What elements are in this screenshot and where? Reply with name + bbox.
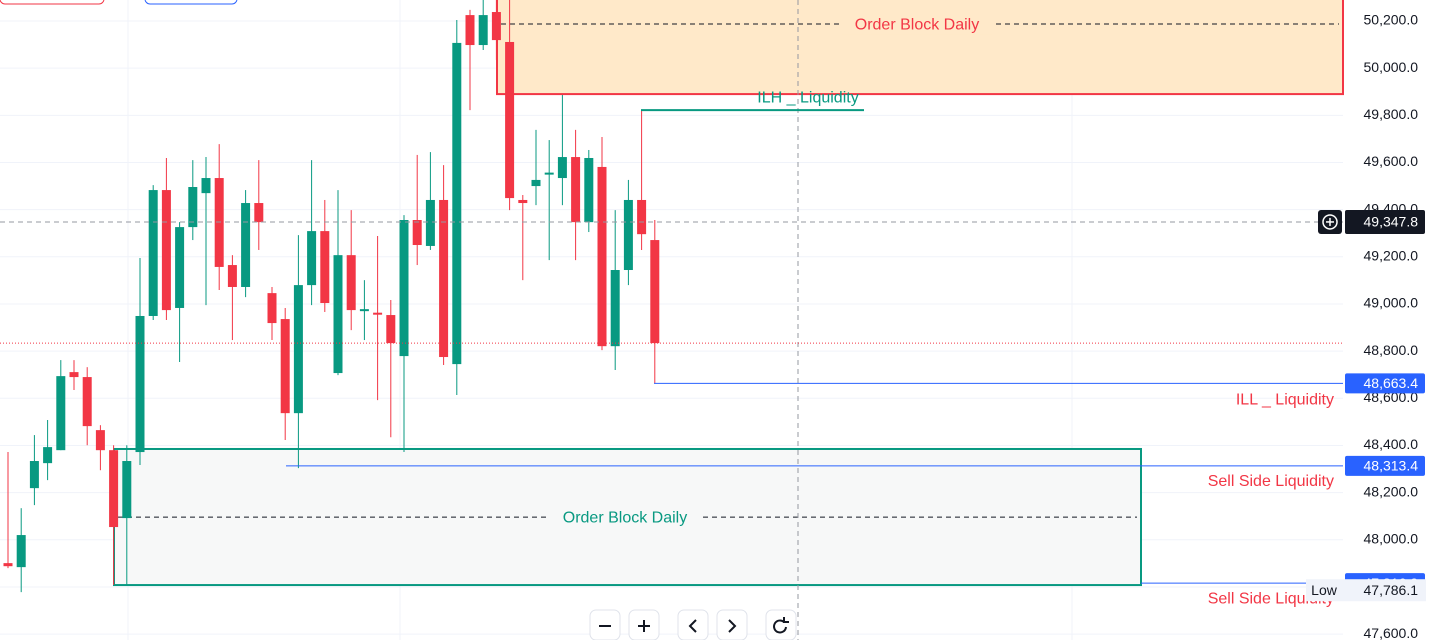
low-badge-bg bbox=[1306, 579, 1426, 602]
reset-button[interactable] bbox=[765, 609, 797, 640]
zones: Order Block Daily Order Block Daily bbox=[113, 0, 1344, 587]
candle-body bbox=[412, 220, 422, 246]
candle-body bbox=[518, 199, 528, 204]
candle-body bbox=[465, 15, 475, 46]
candle-body bbox=[82, 377, 92, 427]
liquidity-label: Sell Side Liquidity bbox=[1208, 590, 1334, 607]
candle-body bbox=[373, 312, 383, 315]
candle-body bbox=[491, 12, 501, 41]
candle-body bbox=[148, 190, 158, 316]
axis-background bbox=[1344, 0, 1440, 640]
candle-body bbox=[320, 231, 330, 304]
toolbar bbox=[589, 609, 797, 640]
zoom-in-button[interactable] bbox=[628, 609, 660, 640]
crosshair-badge bbox=[1345, 209, 1425, 234]
liquidity-label: Sell Side Liquidity bbox=[1208, 473, 1334, 490]
candles bbox=[3, 0, 660, 593]
liquidity-label: ILH _ Liquidity bbox=[757, 89, 858, 106]
candle-body bbox=[3, 563, 13, 567]
y-tick-label: 49,800.0 bbox=[1364, 106, 1419, 122]
candle-body bbox=[584, 157, 594, 223]
candle-body bbox=[109, 450, 119, 528]
candle-body bbox=[280, 319, 290, 414]
add-alert-icon bbox=[1322, 214, 1338, 230]
scroll-right-button[interactable] bbox=[716, 609, 748, 640]
y-tick-label: 50,000.0 bbox=[1364, 59, 1419, 75]
candle-body bbox=[16, 535, 26, 568]
candle-body bbox=[478, 15, 488, 46]
candle-body bbox=[241, 203, 251, 287]
zone-label-bg bbox=[550, 507, 700, 528]
candle-body bbox=[56, 376, 66, 451]
candle-body bbox=[650, 240, 660, 344]
y-tick-label: 48,000.0 bbox=[1364, 530, 1419, 546]
candle-body bbox=[399, 220, 409, 357]
price-axis: 47,600.047,800.048,000.048,200.048,400.0… bbox=[1306, 0, 1440, 640]
candle-body bbox=[505, 41, 515, 199]
y-tick-label: 50,200.0 bbox=[1364, 12, 1419, 28]
button-sell[interactable] bbox=[0, 0, 105, 5]
candle-body bbox=[214, 178, 224, 267]
candle-body bbox=[333, 255, 343, 374]
candle-body bbox=[188, 187, 198, 228]
candle-body bbox=[161, 190, 171, 311]
crosshair-badge-label: 49,347.8 bbox=[1364, 214, 1419, 230]
candle-body bbox=[227, 265, 237, 287]
price-badge-label: 48,313.4 bbox=[1364, 458, 1419, 474]
candle-body bbox=[254, 203, 264, 223]
y-tick-label: 47,600.0 bbox=[1364, 625, 1419, 640]
y-tick-label: 49,200.0 bbox=[1364, 248, 1419, 264]
y-tick-label: 49,600.0 bbox=[1364, 153, 1419, 169]
button-buy[interactable] bbox=[144, 0, 238, 5]
candle-body bbox=[544, 172, 554, 175]
price-badge-label: 48,663.4 bbox=[1364, 375, 1419, 391]
liquidity-label: ILL _ Liquidity bbox=[1236, 392, 1334, 409]
price-badge bbox=[1345, 373, 1425, 394]
candle-body bbox=[43, 447, 53, 464]
candle-body bbox=[425, 199, 435, 246]
low-badge-name: Low bbox=[1311, 582, 1338, 598]
candle-body bbox=[122, 461, 132, 519]
y-tick-label: 48,400.0 bbox=[1364, 436, 1419, 452]
candle-body bbox=[135, 315, 145, 453]
zoom-out-button[interactable] bbox=[589, 609, 621, 640]
candle-body bbox=[597, 166, 607, 347]
zone-label-bg bbox=[842, 14, 992, 35]
scroll-left-button[interactable] bbox=[677, 609, 709, 640]
candle-body bbox=[346, 255, 356, 311]
candle-body bbox=[623, 199, 633, 271]
low-badge-value: 47,786.1 bbox=[1364, 582, 1419, 598]
candle-body bbox=[201, 178, 211, 194]
candle-body bbox=[557, 157, 567, 179]
candle-body bbox=[175, 227, 185, 308]
candle-body bbox=[69, 372, 79, 378]
candle-body bbox=[307, 231, 317, 286]
zone-label: Order Block Daily bbox=[855, 16, 979, 33]
overlays: ILH _ Liquidity ILL _ Liquidity Sell Side … bbox=[0, 0, 1343, 640]
candle-body bbox=[293, 285, 303, 414]
candle-body bbox=[571, 157, 581, 223]
y-tick-label: 48,800.0 bbox=[1364, 342, 1419, 358]
candle-body bbox=[439, 199, 449, 358]
candle-body bbox=[95, 430, 105, 451]
candle-body bbox=[267, 293, 277, 324]
zone-label: Order Block Daily bbox=[563, 509, 687, 526]
price-badge bbox=[1345, 455, 1425, 476]
candle-body bbox=[637, 199, 647, 235]
y-tick-label: 48,200.0 bbox=[1364, 483, 1419, 499]
candle-body bbox=[359, 309, 369, 312]
candle-body bbox=[386, 315, 396, 344]
candle-body bbox=[452, 42, 462, 365]
y-tick-label: 49,000.0 bbox=[1364, 295, 1419, 311]
candle-body bbox=[531, 179, 541, 187]
candle-body bbox=[29, 461, 39, 489]
candle-body bbox=[610, 270, 620, 347]
